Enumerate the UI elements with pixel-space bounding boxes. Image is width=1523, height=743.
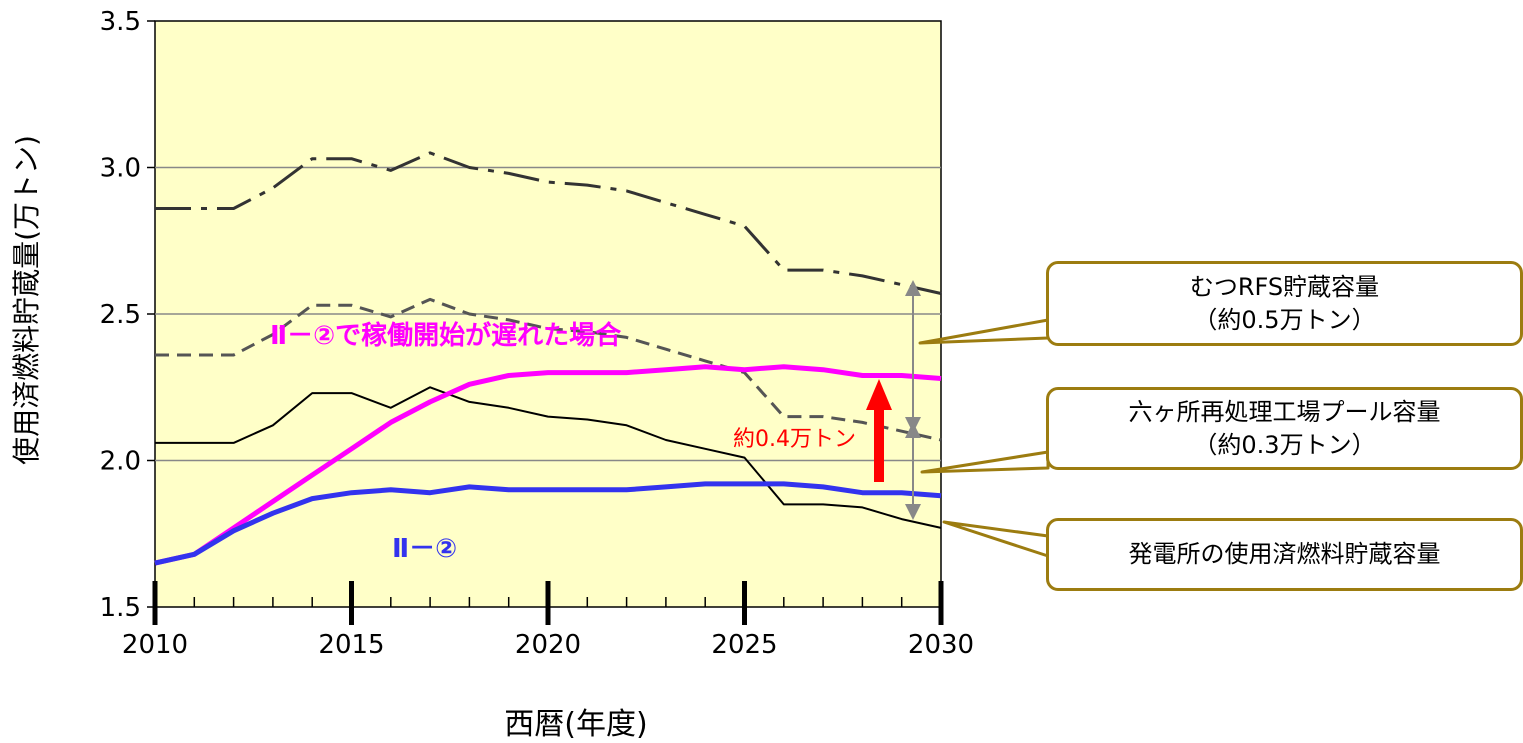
x-tick-label: 2030 [908, 630, 974, 660]
difference-label: 約0.4万トン [733, 427, 856, 452]
x-axis-title: 西暦(年度) [504, 707, 647, 742]
delayed-series-label: Ⅱ－②で稼働開始が遅れた場合 [270, 320, 622, 351]
y-tick-label: 3.5 [100, 7, 141, 37]
callout-mutsu-line2: （約0.5万トン） [1193, 305, 1376, 334]
y-axis-title: 使用済燃料貯蔵量(万トン) [10, 135, 43, 465]
series-line-4 [154, 481, 942, 566]
y-tick-label: 2.5 [100, 300, 141, 330]
callout-mutsu-line1: むつRFS貯蔵容量 [1189, 273, 1380, 302]
difference-arrow [866, 379, 892, 482]
y-tick-label: 3.0 [100, 154, 141, 184]
base-series-label: Ⅱ－② [392, 534, 457, 564]
callout-power-plant: 発電所の使用済燃料貯蔵容量 [1046, 518, 1523, 591]
callout-plant-line1: 発電所の使用済燃料貯蔵容量 [1128, 540, 1441, 569]
x-tick-label: 2025 [711, 630, 777, 660]
series-line-1 [155, 297, 942, 442]
series-line-2 [155, 386, 942, 529]
y-tick-label: 2.0 [100, 447, 141, 477]
y-tick-label: 1.5 [100, 593, 141, 623]
callout-pointer-plant [942, 520, 1050, 558]
callout-rokkasho-line1: 六ヶ所再処理工場プール容量 [1128, 398, 1441, 427]
callout-rokkasho-pool: 六ヶ所再処理工場プール容量 （約0.3万トン） [1046, 387, 1523, 470]
series-line-0 [155, 151, 942, 295]
series-line-3 [154, 364, 942, 566]
callout-rokkasho-line2: （約0.3万トン） [1193, 430, 1376, 459]
x-tick-label: 2020 [515, 630, 581, 660]
callout-mutsu-rfs: むつRFS貯蔵容量 （約0.5万トン） [1046, 261, 1523, 346]
x-tick-label: 2015 [318, 630, 384, 660]
x-tick-label: 2010 [122, 630, 188, 660]
